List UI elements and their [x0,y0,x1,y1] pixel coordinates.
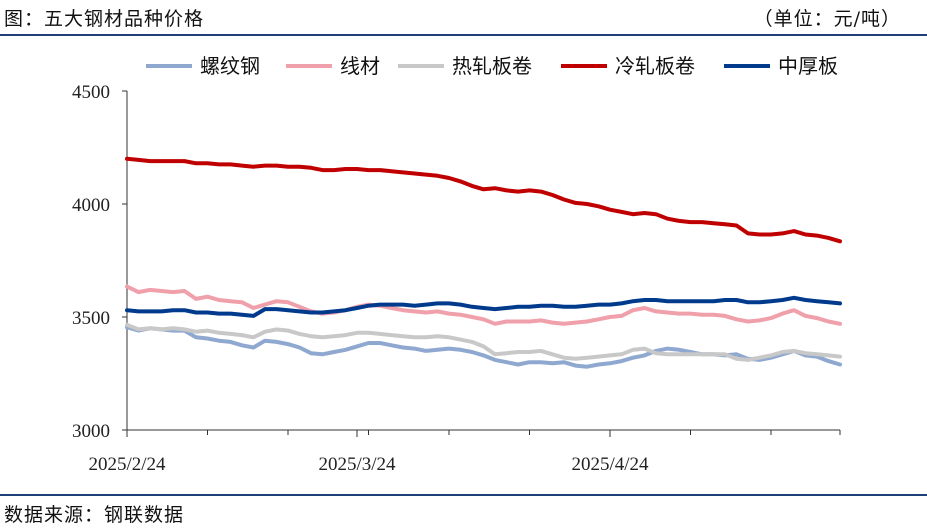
legend-label: 螺纹钢 [200,54,260,78]
bottom-divider [0,494,927,496]
legend-item: 螺纹钢 [146,54,260,78]
legend-item: 冷轧板卷 [561,54,695,78]
series-line-冷轧板卷 [125,156,842,244]
line-chart: 螺纹钢 线材 热轧板卷 冷轧板卷 中厚板 3000 3500 4000 4500 2025/2/… [72,54,842,475]
data-source: 数据来源：钢联数据 [4,504,185,526]
legend-item: 中厚板 [724,54,838,78]
x-tick-label: 2025/3/24 [318,454,396,475]
series-lines [125,156,842,369]
x-tick-label: 2025/4/24 [571,454,649,475]
axes: 3000 3500 4000 4500 2025/2/24 2025/3/24 2025/4… [72,82,841,475]
legend-label: 冷轧板卷 [615,54,695,78]
legend-label: 热轧板卷 [452,54,532,78]
legend-label: 线材 [340,54,380,78]
y-tick-label: 3500 [72,308,110,329]
chart-title: 图：五大钢材品种价格 [4,8,205,30]
series-line-热轧板卷 [125,322,842,362]
y-tick-label: 4500 [72,82,110,103]
y-tick-label: 4000 [72,195,110,216]
unit-label: （单位：元/吨） [753,8,901,30]
legend-item: 线材 [286,54,380,78]
legend: 螺纹钢 线材 热轧板卷 冷轧板卷 中厚板 [146,54,838,78]
legend-label: 中厚板 [778,54,838,78]
top-divider [0,34,927,36]
series-line-线材 [125,284,842,326]
series-line-中厚板 [125,295,842,318]
legend-item: 热轧板卷 [398,54,532,78]
y-tick-label: 3000 [72,421,110,442]
chart-header: 图：五大钢材品种价格 （单位：元/吨） [0,0,927,32]
x-tick-label: 2025/2/24 [88,454,166,475]
